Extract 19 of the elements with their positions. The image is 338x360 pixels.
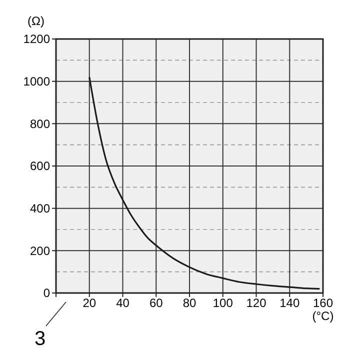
y-tick-label: 0 [43, 286, 50, 300]
x-tick-label: 140 [280, 296, 300, 310]
text: 3 [34, 328, 46, 350]
x-tick-label: 160 [312, 296, 334, 310]
x-tick-label: 120 [246, 296, 267, 310]
y-axis-title: (Ω) [28, 14, 44, 28]
x-tick-label: 100 [212, 296, 234, 310]
x-tick-label: 40 [116, 296, 130, 310]
x-axis-title: (°C) [312, 309, 334, 323]
y-tick-label: 200 [30, 244, 50, 258]
x-tick-label: 80 [182, 296, 196, 310]
line-series [88, 76, 320, 290]
y-tick-label: 1200 [23, 32, 50, 46]
y-tick-label: 800 [30, 116, 50, 131]
x-tick-label: 60 [149, 296, 164, 310]
y-tick-label: 1000 [23, 74, 50, 89]
x-tick-label: 20 [82, 296, 96, 310]
y-tick-label: 600 [30, 159, 50, 174]
y-tick-label: 400 [30, 202, 50, 216]
